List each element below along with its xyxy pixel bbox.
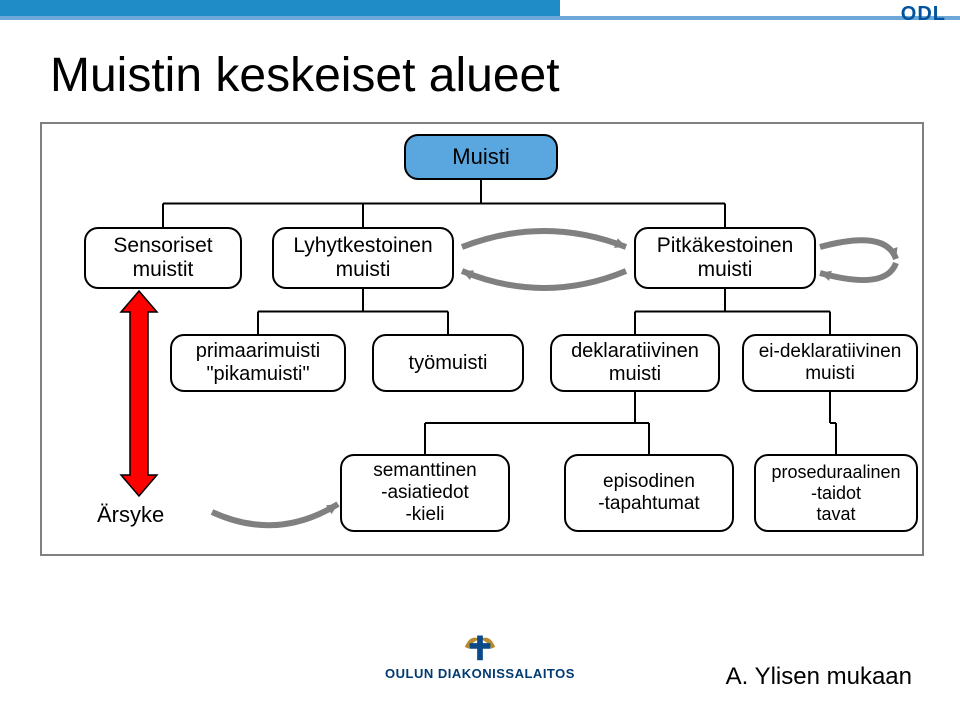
node-pitkakestoinen: Pitkäkestoinen muisti [634,227,816,289]
node-semanttinen: semanttinen -asiatiedot -kieli [340,454,510,532]
node-muisti: Muisti [404,134,558,180]
diagram-container: Muisti Sensoriset muistit Lyhytkestoinen… [40,122,924,556]
node-line: -kieli [405,504,444,526]
node-line: Pitkäkestoinen [657,234,794,258]
header-band: ODL [0,0,960,26]
node-lyhytkestoinen: Lyhytkestoinen muisti [272,227,454,289]
node-eideklaratiivinen: ei-deklaratiivinen muisti [742,334,918,392]
node-line: Lyhytkestoinen [293,234,432,258]
node-line: "pikamuisti" [206,363,309,386]
footer-logo-icon [461,626,499,664]
node-label: Muisti [452,144,509,170]
node-line: muistit [133,258,194,282]
arsyke-label: Ärsyke [97,502,164,528]
node-line: -asiatiedot [381,482,469,504]
page-title: Muistin keskeiset alueet [50,48,560,103]
node-tyomuisti: työmuisti [372,334,524,392]
node-line: ei-deklaratiivinen [759,341,902,363]
node-line: Sensoriset [113,234,212,258]
node-line: semanttinen [373,460,477,482]
odl-logo-text: ODL [901,3,946,26]
attribution-text: A. Ylisen mukaan [726,663,912,691]
node-line: tavat [816,504,855,525]
node-line: primaarimuisti [196,340,320,363]
footer-logo-text: OULUN DIAKONISSALAITOS [385,666,575,681]
node-line: muisti [609,363,661,386]
node-line: muisti [698,258,753,282]
node-proseduraalinen: proseduraalinen -taidot tavat [754,454,918,532]
node-deklaratiivinen: deklaratiivinen muisti [550,334,720,392]
node-line: -taidot [811,483,861,504]
node-line: deklaratiivinen [571,340,699,363]
node-primaarimuisti: primaarimuisti "pikamuisti" [170,334,346,392]
header-blue-bar [0,0,560,16]
node-line: muisti [336,258,391,282]
node-label: työmuisti [409,352,488,375]
node-episodinen: episodinen -tapahtumat [564,454,734,532]
node-line: muisti [805,363,855,385]
node-line: episodinen [603,471,695,493]
header-underline [0,16,960,20]
node-line: proseduraalinen [771,462,900,483]
node-line: -tapahtumat [598,493,699,515]
node-sensoriset: Sensoriset muistit [84,227,242,289]
